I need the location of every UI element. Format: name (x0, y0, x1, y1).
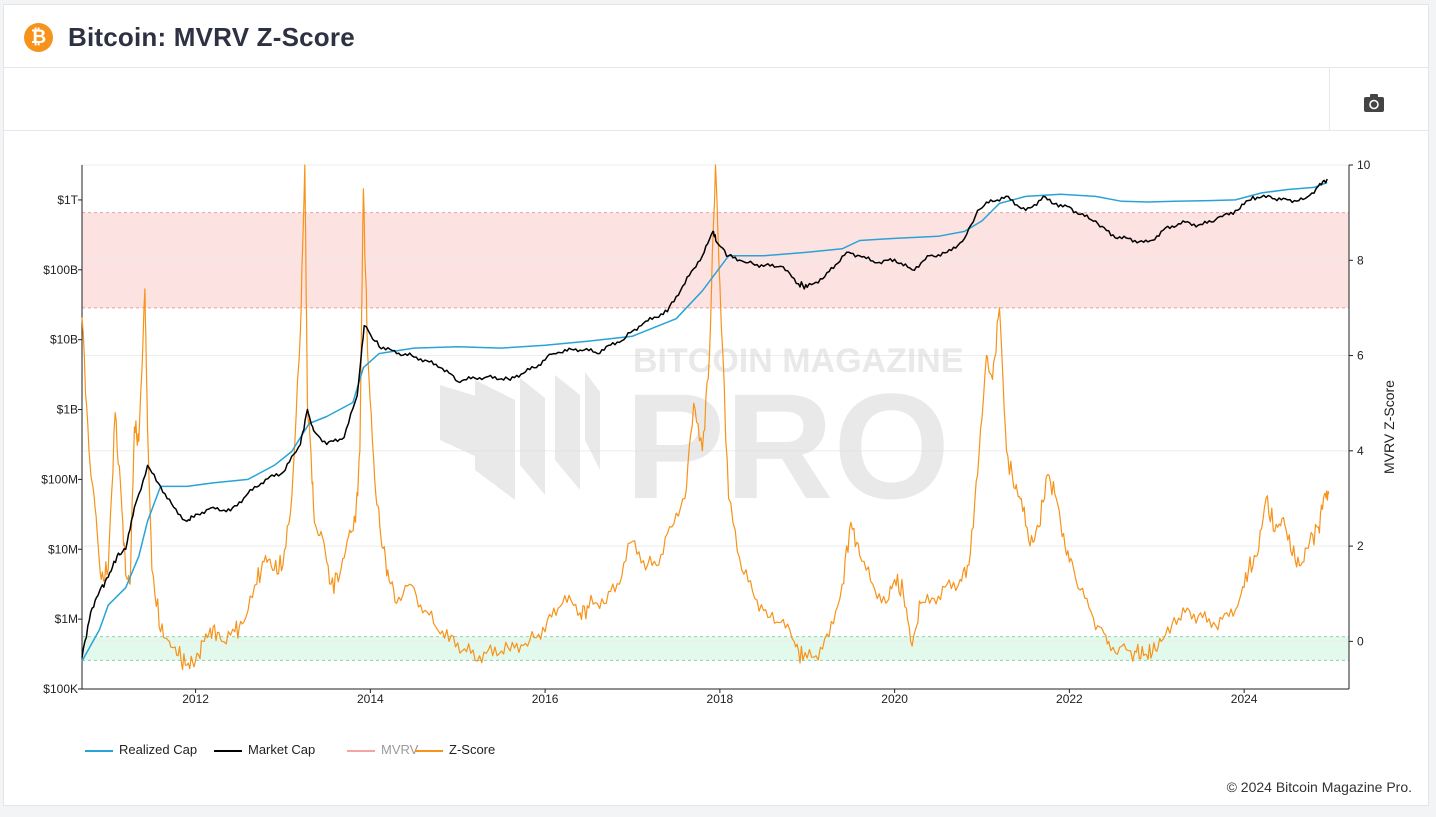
bitcoin-logo-icon: ₿ (24, 23, 53, 52)
watermark-line1: BITCOIN MAGAZINE (633, 342, 964, 380)
series-line-market-cap (81, 178, 1328, 658)
y-left-tick-label: $1M (55, 612, 78, 626)
watermark-logo-bar (555, 375, 580, 490)
series-line-z-score (81, 164, 1330, 671)
y-left-tick-label: $10B (50, 333, 78, 347)
x-tick-label: 2014 (357, 692, 384, 706)
band-low (82, 636, 1349, 661)
legend-swatch (415, 750, 443, 752)
copyright-text: © 2024 Bitcoin Magazine Pro. (1226, 779, 1412, 795)
legend-label: Z-Score (449, 742, 496, 757)
watermark-logo-bar (475, 380, 515, 500)
toolbar (4, 68, 1428, 131)
y-right-axis-title: MVRV Z-Score (1381, 380, 1397, 474)
x-tick-label: 2024 (1231, 692, 1258, 706)
x-tick-label: 2022 (1056, 692, 1083, 706)
header: ₿ Bitcoin: MVRV Z-Score (4, 5, 1428, 68)
x-tick-label: 2012 (182, 692, 209, 706)
legend-label: Market Cap (248, 742, 316, 757)
y-left-tick-label: $1T (57, 193, 78, 207)
x-tick-label: 2016 (532, 692, 559, 706)
toolbar-divider (1329, 68, 1330, 130)
watermark-logo-bar (585, 372, 600, 470)
watermark-line2: PRO (625, 362, 950, 530)
y-left-tick-label: $100B (43, 263, 78, 277)
legend-swatch (347, 750, 375, 752)
chart-card: ₿ Bitcoin: MVRV Z-Score (3, 4, 1429, 806)
y-left-tick-label: $100M (41, 472, 78, 486)
y-left-tick-label: $1B (57, 403, 78, 417)
camera-icon[interactable] (1363, 93, 1385, 113)
series-line-realized-cap (81, 181, 1328, 662)
watermark-logo-bar (520, 378, 545, 495)
y-right-tick-label: 8 (1357, 253, 1364, 267)
y-right-tick-label: 2 (1357, 539, 1364, 553)
legend-label: MVRV (381, 742, 419, 757)
y-left-tick-label: $10M (48, 542, 78, 556)
y-left-tick-label: $100K (43, 682, 78, 696)
x-tick-label: 2020 (881, 692, 908, 706)
x-tick-label: 2018 (707, 692, 734, 706)
legend-swatch (85, 750, 113, 752)
page-title: Bitcoin: MVRV Z-Score (68, 22, 355, 52)
legend-label: Realized Cap (119, 742, 198, 757)
legend-swatch (214, 750, 242, 752)
y-right-tick-label: 10 (1357, 158, 1371, 172)
y-right-tick-label: 4 (1357, 444, 1364, 458)
y-right-tick-label: 6 (1357, 349, 1364, 363)
y-right-tick-label: 0 (1357, 634, 1364, 648)
